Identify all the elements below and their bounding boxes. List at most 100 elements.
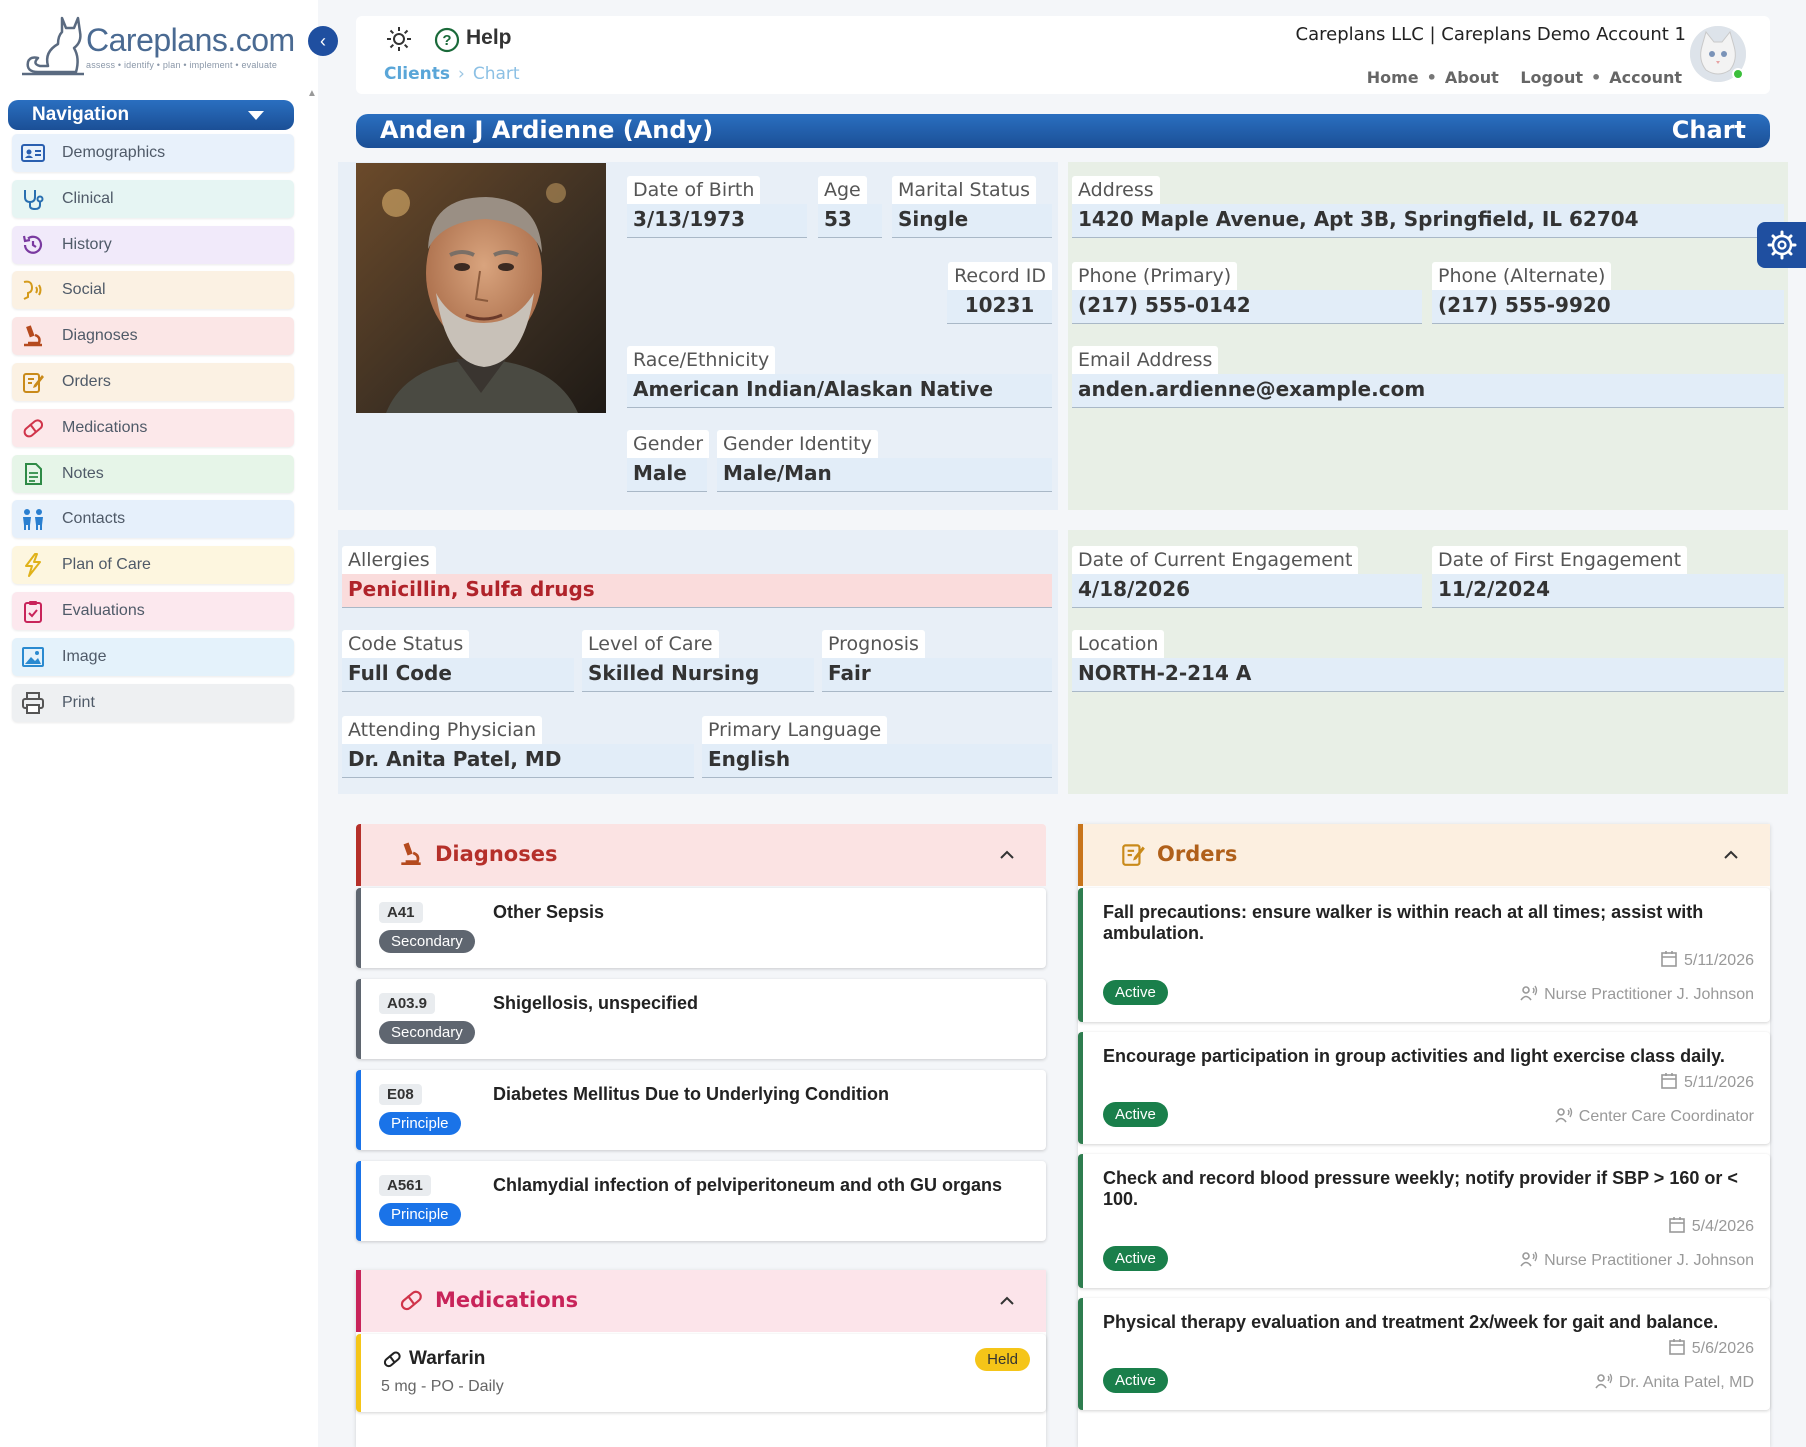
dx-code: A561 — [379, 1175, 431, 1196]
chevron-up-icon[interactable] — [998, 1292, 1016, 1310]
account-name: Careplans LLC | Careplans Demo Account 1 — [1295, 24, 1686, 45]
field-label: Phone (Primary) — [1072, 262, 1238, 290]
sidebar-item-label: Diagnoses — [62, 327, 138, 345]
list-item[interactable]: Fall precautions: ensure walker is withi… — [1078, 888, 1770, 1022]
sidebar-item-notes[interactable]: Notes — [12, 454, 294, 493]
diagnoses-card-header[interactable]: Diagnoses — [356, 824, 1046, 886]
sidebar-item-label: Image — [62, 647, 107, 665]
dx-name: Shigellosis, unspecified — [493, 993, 699, 1013]
calendar-icon — [1668, 1217, 1685, 1233]
sidebar-item-image[interactable]: Image — [12, 637, 294, 676]
medication-detail: 5 mg - PO - Daily — [381, 1378, 504, 1395]
order-status-badge: Active — [1103, 1102, 1168, 1127]
person-speaking-icon — [1595, 1373, 1613, 1389]
patient-title-bar: Anden J Ardienne (Andy) Chart — [356, 114, 1770, 148]
cat-logo-icon — [22, 16, 84, 76]
age-value: 53 — [818, 204, 882, 238]
settings-button[interactable] — [1757, 222, 1806, 268]
navigation-header[interactable]: Navigation — [8, 100, 294, 130]
sidebar-item-history[interactable]: History — [12, 225, 294, 264]
list-item[interactable]: Encourage participation in group activit… — [1078, 1032, 1770, 1144]
pill-icon — [383, 1351, 401, 1368]
dx-type-badge: Principle — [379, 1203, 461, 1226]
field-label: Date of Birth — [627, 176, 761, 204]
medications-card-header[interactable]: Medications — [356, 1270, 1046, 1332]
section-label: Chart — [1671, 116, 1746, 144]
sidebar-item-print[interactable]: Print — [12, 683, 294, 722]
calendar-icon — [1661, 951, 1677, 967]
scroll-up-arrow-icon[interactable]: ▲ — [307, 88, 317, 99]
list-item[interactable]: A03.9 Secondary Shigellosis, unspecified — [356, 979, 1046, 1059]
diagnoses-card-title: Diagnoses — [435, 842, 558, 866]
order-author-text: Nurse Practitioner J. Johnson — [1544, 986, 1754, 1003]
help-link[interactable]: Help — [466, 26, 512, 49]
list-item[interactable]: Warfarin 5 mg - PO - Daily Held — [356, 1334, 1046, 1412]
breadcrumb-clients[interactable]: Clients — [384, 64, 451, 84]
clipboard-check-icon — [24, 600, 42, 623]
list-item[interactable]: Check and record blood pressure weekly; … — [1078, 1154, 1770, 1288]
sidebar-item-label: Orders — [62, 372, 111, 390]
pill-icon — [23, 419, 44, 438]
list-item[interactable]: A41 Secondary Other Sepsis — [356, 888, 1046, 968]
about-link[interactable]: About — [1444, 68, 1499, 87]
chevron-up-icon[interactable] — [1722, 846, 1740, 864]
primary-language-field: Primary Language English — [702, 716, 1052, 778]
order-text: Physical therapy evaluation and treatmen… — [1103, 1312, 1719, 1332]
order-date-text: 5/6/2026 — [1691, 1340, 1754, 1357]
sidebar-item-plan-of-care[interactable]: Plan of Care — [12, 546, 294, 585]
phone-primary-field: Phone (Primary) (217) 555-0142 — [1072, 262, 1422, 324]
sun-theme-icon[interactable] — [386, 26, 412, 52]
clipboard-edit-icon — [1122, 844, 1145, 866]
field-label: Marital Status — [892, 176, 1037, 204]
sidebar-item-clinical[interactable]: Clinical — [12, 179, 294, 218]
order-text: Check and record blood pressure weekly; … — [1103, 1168, 1738, 1209]
list-item[interactable]: E08 Principle Diabetes Mellitus Due to U… — [356, 1070, 1046, 1150]
order-author: Nurse Practitioner J. Johnson — [1520, 1250, 1754, 1270]
dx-type-badge: Principle — [379, 1112, 461, 1135]
sidebar-item-medications[interactable]: Medications — [12, 408, 294, 447]
sidebar-item-diagnoses[interactable]: Diagnoses — [12, 317, 294, 356]
sidebar-item-social[interactable]: Social — [12, 271, 294, 310]
navigation-header-label: Navigation — [32, 104, 130, 125]
caret-down-icon — [248, 111, 264, 120]
first-engagement-value: 11/2/2024 — [1432, 574, 1784, 608]
pill-icon — [400, 1290, 422, 1311]
careplans-logo[interactable]: Careplans.com assess • identify • plan •… — [14, 10, 304, 80]
chevron-up-icon[interactable] — [998, 846, 1016, 864]
image-icon — [22, 646, 44, 667]
list-item[interactable]: Physical therapy evaluation and treatmen… — [1078, 1298, 1770, 1410]
order-author: Center Care Coordinator — [1555, 1106, 1754, 1126]
sidebar-item-evaluations[interactable]: Evaluations — [12, 591, 294, 630]
logo-text: Careplans.com — [86, 22, 295, 58]
top-links: Home • About Logout • Account — [1367, 68, 1682, 87]
id-card-icon — [21, 144, 45, 162]
medications-card: Medications Warfarin 5 mg - PO - Daily H… — [356, 1270, 1046, 1447]
list-item[interactable]: A561 Principle Chlamydial infection of p… — [356, 1161, 1046, 1241]
field-label: Age — [818, 176, 867, 204]
microscope-icon — [401, 842, 421, 866]
sidebar-item-contacts[interactable]: Contacts — [12, 500, 294, 539]
orders-card-header[interactable]: Orders — [1078, 824, 1770, 886]
primary-language-value: English — [702, 744, 1052, 778]
separator-dot: • — [1590, 68, 1602, 87]
marital-status-value: Single — [892, 204, 1052, 238]
help-circle-icon[interactable]: ? — [434, 27, 460, 53]
dx-name: Diabetes Mellitus Due to Underlying Cond… — [493, 1084, 890, 1104]
home-link[interactable]: Home — [1366, 68, 1419, 87]
sidebar-item-orders[interactable]: Orders — [12, 362, 294, 401]
sidebar-item-label: Medications — [62, 418, 148, 436]
sidebar: Careplans.com assess • identify • plan •… — [0, 0, 338, 1447]
chevron-left-icon: ‹ — [320, 31, 326, 51]
dob-value: 3/13/1973 — [627, 204, 807, 238]
account-link[interactable]: Account — [1609, 68, 1682, 87]
sidebar-item-demographics[interactable]: Demographics — [12, 134, 294, 172]
patient-photo[interactable] — [356, 163, 606, 413]
prognosis-field: Prognosis Fair — [822, 630, 1052, 692]
dx-type-badge: Secondary — [379, 1021, 475, 1044]
collapse-sidebar-button[interactable]: ‹ — [308, 26, 338, 56]
field-label: Race/Ethnicity — [627, 346, 776, 374]
social-icon — [23, 281, 42, 301]
logo-tagline: assess • identify • plan • implement • e… — [86, 60, 278, 70]
sidebar-item-label: Print — [62, 693, 95, 711]
logout-link[interactable]: Logout — [1520, 68, 1583, 87]
